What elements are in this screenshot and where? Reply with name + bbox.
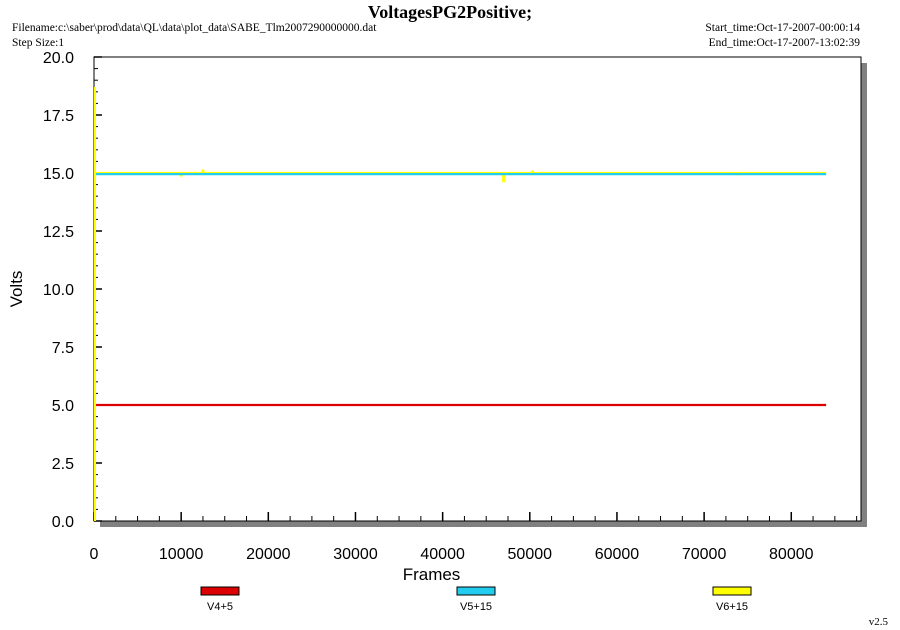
x-tick-label: 10000 — [159, 546, 204, 563]
legend-swatch — [456, 586, 496, 596]
x-tick-label: 0 — [90, 546, 99, 563]
filename-label: Filename:c:\saber\prod\data\QL\data\plot… — [12, 22, 377, 34]
plot-area — [93, 56, 862, 522]
legend: V4+5 V5+15 V6+15 — [200, 586, 752, 613]
x-tick-label: 20000 — [246, 546, 291, 563]
y-axis-title: Volts — [7, 271, 26, 308]
x-axis-title: Frames — [403, 565, 461, 584]
step-size-label: Step Size:1 — [12, 37, 65, 49]
chart-title: VoltagesPG2Positive; — [367, 2, 533, 22]
y-tick-label: 15.0 — [43, 166, 74, 183]
x-tick-label: 70000 — [682, 546, 727, 563]
y-tick-label: 10.0 — [43, 282, 74, 299]
y-tick-label: 7.5 — [52, 340, 74, 357]
x-tick-label: 60000 — [595, 546, 640, 563]
legend-label: V4+5 — [207, 601, 233, 613]
x-tick-label: 30000 — [333, 546, 378, 563]
y-tick-label: 2.5 — [52, 456, 74, 473]
legend-label: V6+15 — [716, 601, 748, 613]
start-time-label: Start_time:Oct-17-2007-00:00:14 — [705, 22, 860, 34]
version-label: v2.5 — [868, 616, 888, 628]
legend-swatch — [200, 586, 240, 596]
y-tick-label: 5.0 — [52, 398, 74, 415]
y-tick-label: 12.5 — [43, 224, 74, 241]
x-tick-label: 40000 — [420, 546, 465, 563]
legend-label: V5+15 — [460, 601, 492, 613]
end-time-label: End_time:Oct-17-2007-13:02:39 — [708, 37, 860, 49]
x-tick-label: 80000 — [769, 546, 814, 563]
y-tick-label: 20.0 — [43, 50, 74, 67]
legend-swatch — [712, 586, 752, 596]
x-tick-label: 50000 — [508, 546, 553, 563]
series-layer — [94, 87, 827, 521]
y-tick-label: 17.5 — [43, 108, 74, 125]
y-tick-label: 0.0 — [52, 514, 74, 531]
tick-labels: 0.0 2.5 5.0 7.5 10.0 12.5 15.0 17.5 20.0 0 10000 20… — [43, 50, 814, 563]
